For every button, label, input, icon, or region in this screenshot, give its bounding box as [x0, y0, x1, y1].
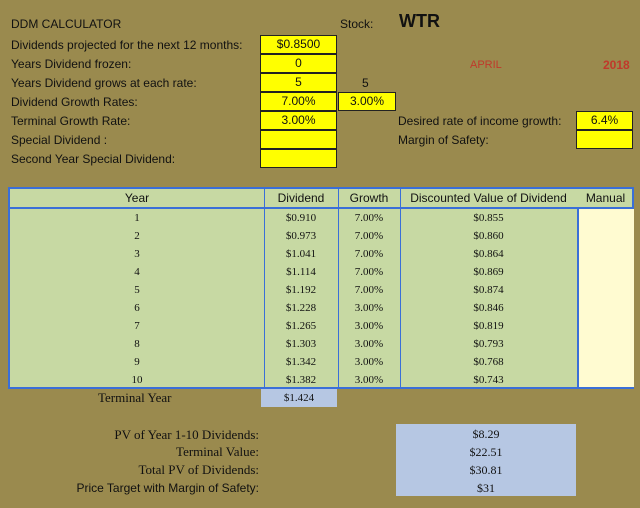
dividend-cell: $1.265	[285, 320, 317, 332]
table-row: 4 $1.114 7.00% $0.869	[10, 263, 577, 281]
price-target-value: $31	[477, 481, 495, 495]
column-divider	[264, 189, 265, 387]
years-grows-value-2: 5	[362, 76, 369, 90]
growth-cell: 3.00%	[354, 356, 384, 368]
discounted-cell: $0.743	[473, 374, 504, 386]
dividend-cell: $1.192	[285, 284, 317, 296]
dividend-cell: $1.303	[285, 338, 317, 350]
years-frozen-label: Years Dividend frozen:	[11, 57, 132, 71]
table-row: 5 $1.192 7.00% $0.874	[10, 281, 577, 299]
year-cell: 4	[134, 266, 140, 278]
growth-cell: 7.00%	[354, 284, 384, 296]
price-target-label: Price Target with Margin of Safety:	[76, 481, 259, 495]
years-grows-input-1[interactable]: 5	[260, 73, 337, 92]
header-year: Year	[124, 191, 150, 205]
table-row: 8 $1.303 3.00% $0.793	[10, 335, 577, 353]
table-body: 1 $0.910 7.00% $0.855 2 $0.973 7.00% $0.…	[10, 209, 577, 387]
growth-rate-input-1[interactable]: 7.00%	[260, 92, 337, 111]
dividends-projected-label: Dividends projected for the next 12 mont…	[11, 38, 243, 52]
years-grows-label: Years Dividend grows at each rate:	[11, 76, 197, 90]
year-cell: 2	[134, 230, 140, 242]
growth-rate-input-2[interactable]: 3.00%	[338, 92, 396, 111]
year-label: 2018	[603, 58, 630, 72]
year-cell: 7	[134, 320, 140, 332]
dividend-table: Year Dividend Growth Discounted Value of…	[8, 187, 634, 389]
desired-income-growth-input[interactable]: 6.4%	[576, 111, 633, 130]
discounted-cell: $0.793	[473, 338, 504, 350]
years-frozen-input[interactable]: 0	[260, 54, 337, 73]
pv-dividends-value: $8.29	[472, 427, 500, 441]
column-divider	[338, 189, 339, 387]
year-cell: 1	[134, 212, 140, 224]
margin-of-safety-input[interactable]	[576, 130, 633, 149]
dividend-cell: $1.228	[285, 302, 317, 314]
year-cell: 10	[131, 374, 143, 386]
discounted-cell: $0.864	[473, 248, 504, 260]
dividend-cell: $1.382	[285, 374, 317, 386]
year-cell: 6	[134, 302, 140, 314]
second-special-dividend-input[interactable]	[260, 149, 337, 168]
summary-values-panel: $8.29 $22.51 $30.81 $31	[396, 424, 576, 496]
total-pv-value: $30.81	[469, 463, 503, 477]
pv-dividends-label: PV of Year 1-10 Dividends:	[114, 427, 259, 442]
discounted-cell: $0.874	[473, 284, 504, 296]
terminal-growth-input[interactable]: 3.00%	[260, 111, 337, 130]
dividend-cell: $1.041	[285, 248, 317, 260]
dividend-cell: $0.973	[285, 230, 317, 242]
discounted-cell: $0.855	[473, 212, 504, 224]
discounted-cell: $0.819	[473, 320, 504, 332]
growth-cell: 7.00%	[354, 230, 384, 242]
terminal-growth-label: Terminal Growth Rate:	[11, 114, 131, 128]
table-row: 6 $1.228 3.00% $0.846	[10, 299, 577, 317]
desired-income-growth-label: Desired rate of income growth:	[398, 114, 562, 128]
growth-cell: 7.00%	[354, 266, 384, 278]
header-discounted-value: Discounted Value of Dividend	[410, 191, 567, 205]
year-cell: 8	[134, 338, 140, 350]
growth-cell: 3.00%	[354, 374, 384, 386]
terminal-year-label: Terminal Year	[98, 390, 172, 405]
special-dividend-label: Special Dividend :	[11, 133, 108, 147]
discounted-cell: $0.768	[473, 356, 504, 368]
growth-cell: 3.00%	[354, 320, 384, 332]
column-divider	[400, 189, 401, 387]
month-label: APRIL	[470, 59, 502, 71]
table-row: 2 $0.973 7.00% $0.860	[10, 227, 577, 245]
stock-ticker: WTR	[399, 11, 440, 31]
discounted-cell: $0.860	[473, 230, 504, 242]
table-row: 9 $1.342 3.00% $0.768	[10, 353, 577, 371]
second-special-dividend-label: Second Year Special Dividend:	[11, 152, 176, 166]
terminal-value-value: $22.51	[469, 445, 503, 459]
dividend-cell: $1.114	[286, 266, 316, 278]
year-cell: 3	[134, 248, 140, 260]
table-row: 1 $0.910 7.00% $0.855	[10, 209, 577, 227]
growth-rates-label: Dividend Growth Rates:	[11, 95, 138, 109]
discounted-cell: $0.869	[473, 266, 504, 278]
growth-cell: 3.00%	[354, 338, 384, 350]
stock-label: Stock:	[340, 17, 374, 31]
growth-cell: 7.00%	[354, 212, 384, 224]
terminal-year-dividend: $1.424	[261, 389, 337, 407]
header-dividend: Dividend	[277, 191, 325, 205]
terminal-value-label: Terminal Value:	[176, 444, 259, 459]
total-pv-label: Total PV of Dividends:	[138, 462, 259, 477]
discounted-cell: $0.846	[473, 302, 504, 314]
year-cell: 5	[134, 284, 140, 296]
header-manual: Manual	[585, 191, 626, 205]
special-dividend-input[interactable]	[260, 130, 337, 149]
table-header: Year Dividend Growth Discounted Value of…	[10, 189, 632, 209]
growth-cell: 7.00%	[354, 248, 384, 260]
year-cell: 9	[134, 356, 140, 368]
table-row: 3 $1.041 7.00% $0.864	[10, 245, 577, 263]
dividends-projected-input[interactable]: $0.8500	[260, 35, 337, 54]
dividend-cell: $1.342	[285, 356, 317, 368]
margin-of-safety-label: Margin of Safety:	[398, 133, 489, 147]
table-row: 7 $1.265 3.00% $0.819	[10, 317, 577, 335]
calculator-title: DDM CALCULATOR	[11, 17, 122, 31]
header-growth: Growth	[349, 191, 389, 205]
table-row: 10 $1.382 3.00% $0.743	[10, 371, 577, 389]
growth-cell: 3.00%	[354, 302, 384, 314]
dividend-cell: $0.910	[285, 212, 317, 224]
manual-column-input[interactable]	[577, 209, 634, 387]
